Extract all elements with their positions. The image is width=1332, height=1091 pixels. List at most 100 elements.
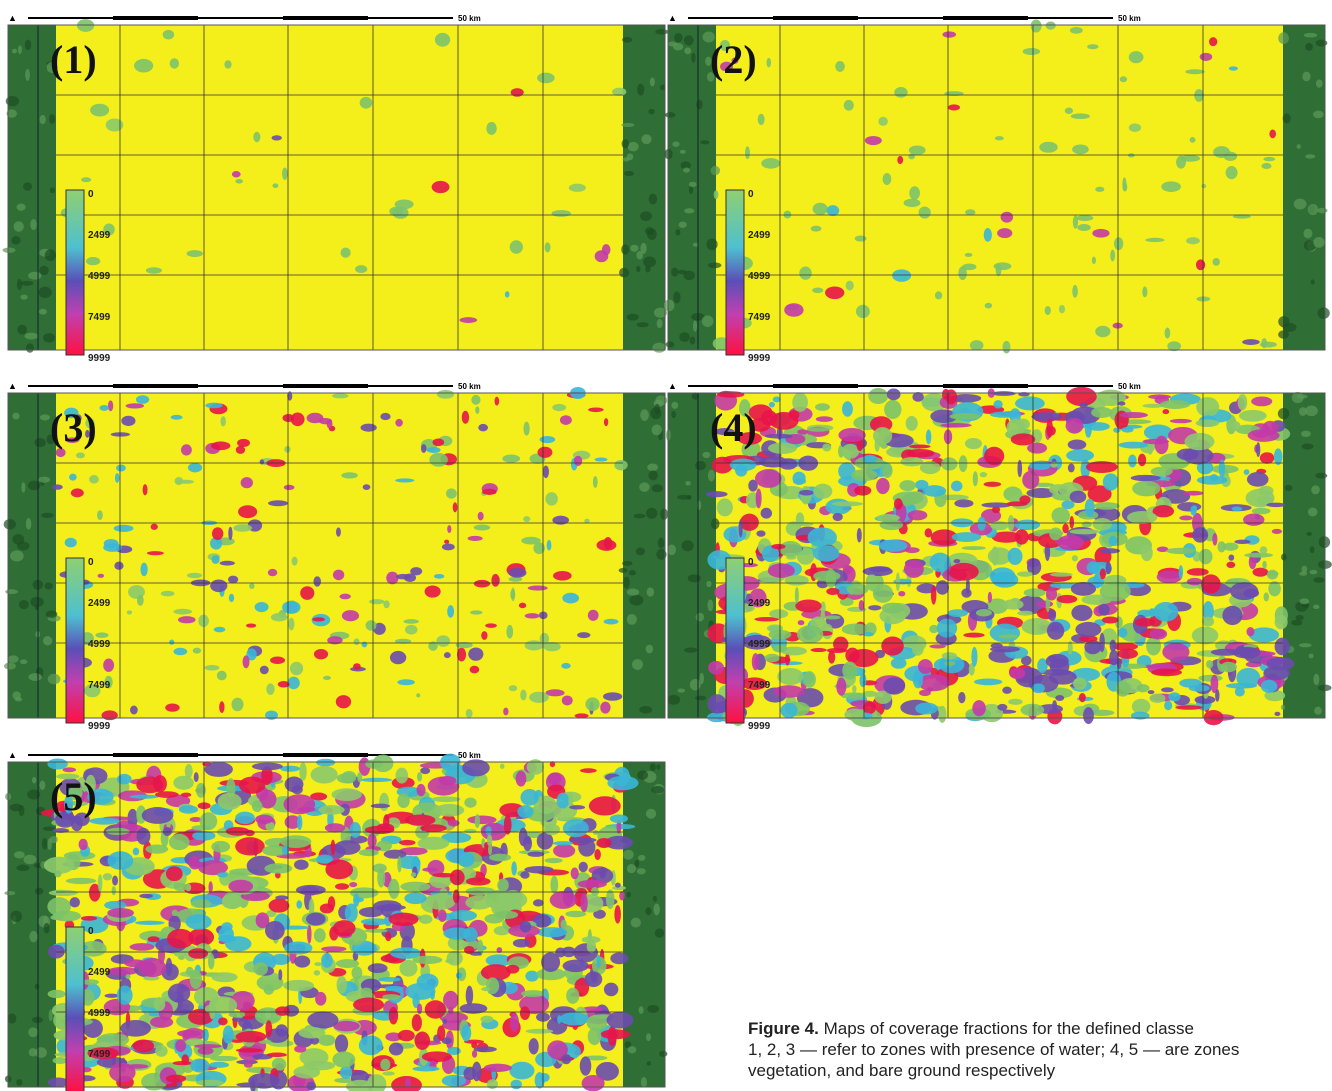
coverage-patch — [1144, 664, 1171, 668]
coverage-patch — [822, 443, 831, 451]
coverage-patch — [984, 447, 1004, 465]
coverage-patch — [937, 619, 957, 638]
coverage-patch — [1244, 469, 1250, 475]
coverage-patch — [766, 58, 771, 68]
coverage-patch — [900, 457, 923, 466]
texture — [30, 219, 36, 230]
coverage-patch — [466, 709, 473, 718]
coverage-patch — [995, 136, 1004, 140]
coverage-patch — [235, 179, 243, 184]
coverage-patch — [166, 1075, 186, 1083]
coverage-patch — [1118, 401, 1126, 405]
coverage-patch — [1099, 604, 1110, 616]
texture — [39, 309, 47, 315]
coverage-patch — [1272, 529, 1282, 534]
texture — [48, 674, 61, 685]
texture — [648, 109, 654, 115]
coverage-patch — [311, 766, 338, 784]
coverage-patch — [223, 1025, 234, 1044]
coverage-patch — [1083, 707, 1094, 724]
coverage-patch — [1148, 690, 1155, 694]
coverage-patch — [758, 114, 765, 125]
coverage-patch — [435, 33, 450, 47]
coverage-patch — [971, 647, 977, 667]
coverage-patch — [1162, 409, 1169, 414]
coverage-patch — [610, 953, 628, 965]
coverage-patch — [508, 568, 526, 578]
coverage-patch — [553, 571, 572, 581]
coverage-patch — [244, 1062, 253, 1068]
coverage-patch — [353, 998, 384, 1012]
coverage-patch — [795, 600, 821, 613]
coverage-patch — [436, 635, 450, 647]
coverage-patch — [422, 1051, 452, 1062]
coverage-patch — [545, 492, 557, 505]
coverage-patch — [1047, 622, 1064, 640]
coverage-patch — [803, 671, 816, 688]
coverage-patch — [400, 882, 430, 892]
legend-tick-label: 7499 — [88, 1049, 111, 1060]
coverage-patch — [563, 819, 589, 837]
coverage-patch — [506, 965, 519, 974]
texture — [627, 314, 639, 321]
coverage-patch — [228, 527, 232, 540]
coverage-patch — [1262, 421, 1278, 435]
legend-tick-label: 7499 — [748, 680, 771, 691]
coverage-patch — [173, 609, 192, 615]
coverage-patch — [209, 1000, 215, 1020]
coverage-patch — [595, 457, 608, 461]
coverage-patch — [437, 1026, 445, 1041]
coverage-patch — [1057, 535, 1083, 550]
coverage-patch — [1202, 617, 1214, 627]
legend-tick-label: 9999 — [748, 353, 771, 364]
coverage-patch — [298, 1027, 325, 1038]
coverage-patch — [65, 538, 77, 548]
coverage-patch — [360, 97, 373, 109]
texture — [699, 673, 703, 684]
coverage-patch — [846, 281, 854, 291]
coverage-patch — [226, 827, 250, 836]
coverage-patch — [838, 428, 865, 442]
coverage-patch — [151, 524, 158, 530]
texture — [50, 836, 58, 843]
coverage-patch — [459, 317, 477, 323]
coverage-patch — [236, 1031, 267, 1043]
coverage-patch — [208, 881, 212, 893]
coverage-patch — [1109, 650, 1118, 666]
texture — [49, 114, 55, 124]
coverage-patch — [947, 609, 967, 617]
texture — [637, 322, 649, 327]
coverage-patch — [908, 153, 915, 159]
coverage-patch — [432, 181, 450, 193]
coverage-patch — [357, 772, 362, 782]
coverage-patch — [372, 864, 386, 873]
coverage-patch — [1233, 647, 1261, 659]
coverage-patch — [421, 444, 426, 453]
texture — [637, 868, 646, 874]
coverage-patch — [942, 31, 956, 37]
coverage-patch — [813, 484, 832, 499]
legend-tick-label: 4999 — [748, 271, 771, 282]
coverage-patch — [587, 1015, 608, 1031]
coverage-patch — [825, 499, 851, 515]
texture — [1311, 280, 1315, 285]
legend-bar — [66, 190, 84, 355]
coverage-patch — [293, 1066, 320, 1079]
coverage-patch — [765, 434, 793, 439]
texture — [17, 204, 26, 211]
texture — [646, 1033, 651, 1041]
texture — [653, 903, 659, 915]
coverage-patch — [815, 403, 830, 411]
coverage-patch — [1045, 306, 1051, 315]
coverage-patch — [825, 286, 844, 299]
coverage-patch — [859, 600, 864, 611]
texture — [708, 470, 715, 482]
coverage-patch — [604, 983, 618, 997]
coverage-patch — [491, 574, 499, 587]
coverage-patch — [856, 305, 870, 318]
coverage-patch — [580, 768, 597, 773]
coverage-patch — [1168, 692, 1180, 701]
legend-tick-label: 0 — [88, 189, 94, 200]
texture — [623, 157, 630, 161]
coverage-patch — [278, 969, 282, 980]
